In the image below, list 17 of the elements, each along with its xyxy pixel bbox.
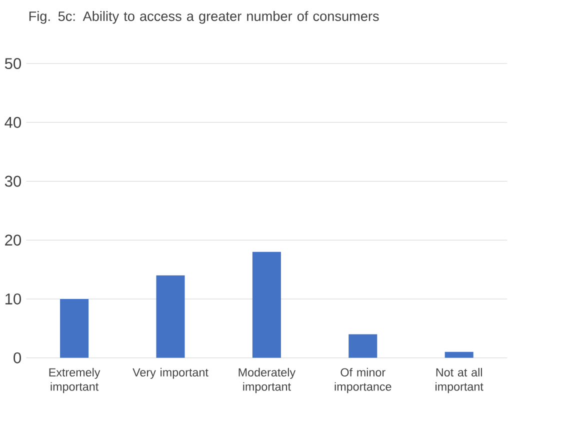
y-tick-label: 0 <box>14 352 22 364</box>
x-tick-label: Very important <box>132 368 208 379</box>
y-tick-label: 10 <box>6 293 22 304</box>
x-tick-label: Moderately important <box>238 368 296 394</box>
bar <box>156 275 185 358</box>
y-tick-label: 20 <box>5 234 22 246</box>
bar <box>60 298 89 358</box>
bar <box>348 334 378 358</box>
chart-title: Fig. 5c: Ability to access a greater number of consumers <box>29 11 379 24</box>
y-tick-label: 40 <box>4 116 22 128</box>
y-tick-label: 30 <box>4 176 22 187</box>
y-tick-label: 50 <box>4 58 22 70</box>
x-tick-label: Of minor importance <box>334 368 392 394</box>
x-tick-label: Extremely important <box>49 368 100 394</box>
bar <box>252 252 281 358</box>
x-tick-label: Not at all important <box>436 368 484 394</box>
bar <box>444 352 474 358</box>
